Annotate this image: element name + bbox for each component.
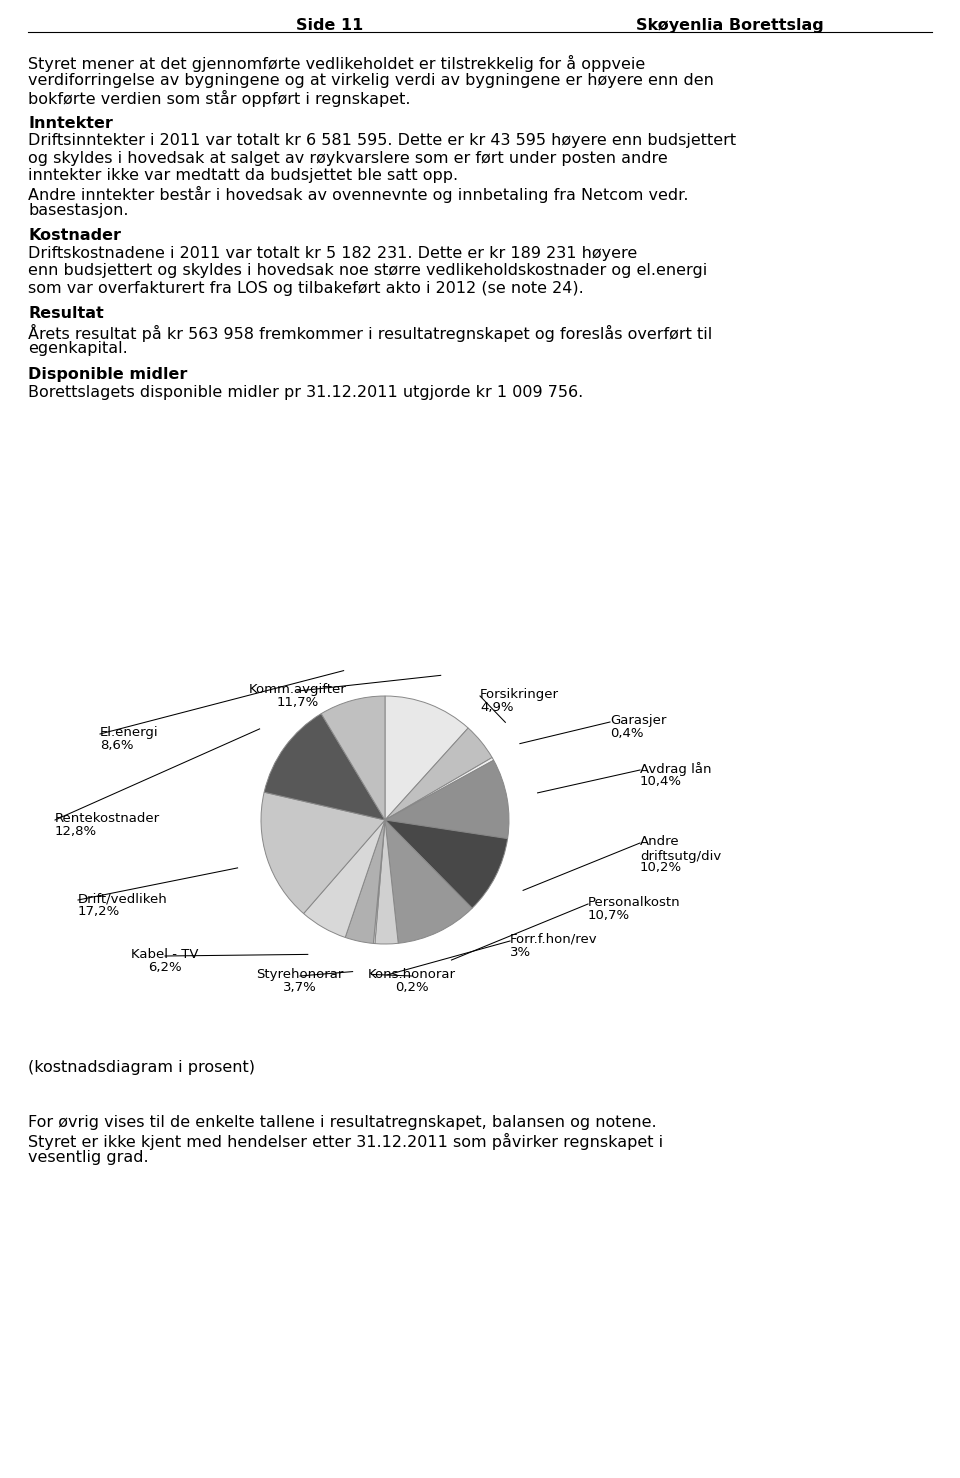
Text: Kons.honorar: Kons.honorar <box>368 968 456 981</box>
Text: Skøyenlia Borettslag: Skøyenlia Borettslag <box>636 18 824 33</box>
Text: Forsikringer: Forsikringer <box>480 687 559 701</box>
Text: egenkapital.: egenkapital. <box>28 341 128 356</box>
Text: 8,6%: 8,6% <box>100 739 133 752</box>
Text: Andre
driftsutg/div: Andre driftsutg/div <box>640 835 721 863</box>
Wedge shape <box>385 760 509 838</box>
Text: Årets resultat på kr 563 958 fremkommer i resultatregnskapet og foreslås overfør: Årets resultat på kr 563 958 fremkommer … <box>28 324 712 341</box>
Text: basestasjon.: basestasjon. <box>28 202 129 217</box>
Text: 10,4%: 10,4% <box>640 774 682 788</box>
Text: Forr.f.hon/rev: Forr.f.hon/rev <box>510 933 598 946</box>
Text: Personalkostn: Personalkostn <box>588 896 681 909</box>
Text: Kabel - TV: Kabel - TV <box>132 947 199 961</box>
Text: El.energi: El.energi <box>100 726 158 739</box>
Text: 6,2%: 6,2% <box>148 961 181 974</box>
Wedge shape <box>385 696 468 820</box>
Text: Styret mener at det gjennomførte vedlikeholdet er tilstrekkelig for å oppveie: Styret mener at det gjennomførte vedlike… <box>28 55 645 72</box>
Text: 11,7%: 11,7% <box>276 696 319 709</box>
Text: Avdrag lån: Avdrag lån <box>640 763 711 776</box>
Wedge shape <box>264 714 385 820</box>
Text: Styret er ikke kjent med hendelser etter 31.12.2011 som påvirker regnskapet i: Styret er ikke kjent med hendelser etter… <box>28 1132 663 1150</box>
Wedge shape <box>385 729 492 820</box>
Text: Driftsinntekter i 2011 var totalt kr 6 581 595. Dette er kr 43 595 høyere enn bu: Driftsinntekter i 2011 var totalt kr 6 5… <box>28 133 736 148</box>
Text: inntekter ikke var medtatt da budsjettet ble satt opp.: inntekter ikke var medtatt da budsjettet… <box>28 168 458 183</box>
Wedge shape <box>375 820 398 944</box>
Text: og skyldes i hovedsak at salget av røykvarslere som er ført under posten andre: og skyldes i hovedsak at salget av røykv… <box>28 151 668 166</box>
Text: 0,4%: 0,4% <box>610 727 643 740</box>
Text: 10,7%: 10,7% <box>588 909 630 922</box>
Text: Disponible midler: Disponible midler <box>28 367 187 381</box>
Text: Resultat: Resultat <box>28 306 104 322</box>
Text: Inntekter: Inntekter <box>28 115 113 130</box>
Text: Andre inntekter består i hovedsak av ovennevnte og innbetaling fra Netcom vedr.: Andre inntekter består i hovedsak av ove… <box>28 186 688 202</box>
Text: 17,2%: 17,2% <box>78 905 120 918</box>
Text: Garasjer: Garasjer <box>610 714 666 727</box>
Text: Styrehonorar: Styrehonorar <box>256 968 344 981</box>
Text: enn budsjettert og skyldes i hovedsak noe større vedlikeholdskostnader og el.ene: enn budsjettert og skyldes i hovedsak no… <box>28 263 708 278</box>
Wedge shape <box>385 820 508 907</box>
Text: Komm.avgifter: Komm.avgifter <box>250 683 347 696</box>
Wedge shape <box>346 820 385 943</box>
Wedge shape <box>385 758 493 820</box>
Wedge shape <box>261 792 385 913</box>
Wedge shape <box>385 820 472 943</box>
Text: (kostnadsdiagram i prosent): (kostnadsdiagram i prosent) <box>28 1060 255 1075</box>
Text: bokførte verdien som står oppført i regnskapet.: bokførte verdien som står oppført i regn… <box>28 90 411 106</box>
Text: Driftskostnadene i 2011 var totalt kr 5 182 231. Dette er kr 189 231 høyere: Driftskostnadene i 2011 var totalt kr 5 … <box>28 245 637 262</box>
Text: 3%: 3% <box>510 946 531 959</box>
Text: Side 11: Side 11 <box>297 18 364 33</box>
Text: 10,2%: 10,2% <box>640 862 683 873</box>
Text: Rentekostnader: Rentekostnader <box>55 811 160 825</box>
Text: som var overfakturert fra LOS og tilbakeført akto i 2012 (se note 24).: som var overfakturert fra LOS og tilbake… <box>28 281 584 296</box>
Text: For øvrig vises til de enkelte tallene i resultatregnskapet, balansen og notene.: For øvrig vises til de enkelte tallene i… <box>28 1114 657 1131</box>
Text: 0,2%: 0,2% <box>396 981 429 995</box>
Text: 12,8%: 12,8% <box>55 825 97 838</box>
Text: 4,9%: 4,9% <box>480 701 514 714</box>
Text: vesentlig grad.: vesentlig grad. <box>28 1150 149 1165</box>
Text: Borettslagets disponible midler pr 31.12.2011 utgjorde kr 1 009 756.: Borettslagets disponible midler pr 31.12… <box>28 384 584 399</box>
Text: 3,7%: 3,7% <box>283 981 317 995</box>
Wedge shape <box>303 820 385 937</box>
Text: Kostnader: Kostnader <box>28 229 121 244</box>
Wedge shape <box>322 696 385 820</box>
Wedge shape <box>373 820 385 943</box>
Text: verdiforringelse av bygningene og at virkelig verdi av bygningene er høyere enn : verdiforringelse av bygningene og at vir… <box>28 72 714 87</box>
Text: Drift/vedlikeh: Drift/vedlikeh <box>78 893 168 905</box>
